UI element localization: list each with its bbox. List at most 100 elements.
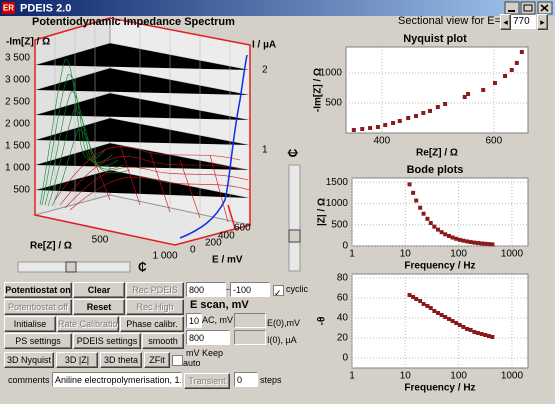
v-scrollbar[interactable]	[288, 164, 301, 272]
y-tick-label: 60	[337, 293, 349, 304]
data-point	[435, 227, 440, 232]
i-tick-label: 2	[262, 65, 268, 76]
plot3d-title: Potentiodynamic Impedance Spectrum	[32, 16, 235, 28]
data-point	[457, 323, 462, 327]
cursor-symbol: ₵	[138, 260, 147, 274]
button[interactable]: 3D theta	[100, 352, 142, 368]
data-point	[475, 241, 480, 246]
e-tick-label: 200	[205, 238, 222, 249]
data-point	[472, 330, 477, 334]
input	[234, 313, 266, 328]
y-tick-label: 1000	[326, 198, 349, 209]
button[interactable]: Clear	[73, 282, 125, 298]
data-point	[443, 102, 448, 107]
x-axis-label: Frequency / Hz	[404, 383, 475, 394]
data-point	[465, 327, 470, 331]
data-point	[462, 94, 467, 99]
data-point	[421, 111, 426, 116]
y-axis-label: |Z| / Ω	[317, 198, 328, 226]
label: E scan, mV	[190, 299, 249, 311]
plot3d-e-label: E / mV	[212, 255, 243, 266]
z-tick-label: 3 000	[5, 75, 30, 86]
input[interactable]: 800	[186, 330, 230, 345]
x-tick-label: 1	[349, 249, 355, 260]
data-point	[411, 190, 416, 195]
data-point	[486, 242, 491, 247]
data-point	[351, 127, 356, 132]
data-point	[360, 126, 365, 131]
y-tick-label: 0	[342, 353, 348, 364]
chart-title: Nyquist plot	[403, 33, 467, 45]
label: AC, mV	[202, 315, 234, 325]
y-tick-label: 1500	[326, 177, 349, 188]
input[interactable]: -100	[230, 282, 270, 297]
data-point	[418, 299, 423, 303]
input[interactable]: Aniline electropolymerisation, 1.6 mV/s	[52, 372, 182, 387]
input[interactable]: 0	[234, 372, 258, 387]
y-tick-label: 1000	[320, 68, 343, 79]
label: comments	[8, 375, 50, 385]
z-tick-label: 2 000	[5, 119, 30, 130]
maximize[interactable]	[520, 1, 536, 15]
data-point	[425, 304, 430, 308]
data-point	[391, 120, 396, 125]
data-point	[432, 224, 437, 229]
x-tick-label: 10	[400, 371, 412, 382]
data-point	[481, 87, 486, 92]
data-point	[475, 331, 480, 335]
data-point	[439, 230, 444, 235]
data-point	[483, 333, 488, 337]
data-point	[418, 205, 423, 210]
i-tick-label: 1	[262, 145, 268, 156]
button[interactable]: 3D |Z|	[56, 352, 98, 368]
z-tick-label: 1 500	[5, 141, 30, 152]
button[interactable]: Phase calibr.	[120, 316, 184, 332]
button[interactable]: ZFit	[144, 352, 170, 368]
sectional-input[interactable]: 770	[510, 14, 536, 29]
data-point	[490, 335, 495, 339]
plot-area	[351, 273, 529, 369]
y-tick-label: 500	[331, 219, 348, 230]
button[interactable]: smooth	[142, 333, 184, 349]
spin-left[interactable]: ◂	[500, 14, 511, 30]
data-point	[439, 313, 444, 317]
data-point	[447, 234, 452, 239]
data-point	[490, 242, 495, 247]
checkbox[interactable]	[172, 355, 183, 366]
input	[234, 330, 266, 345]
e-tick-label: 0	[190, 245, 196, 256]
data-point	[465, 239, 470, 244]
label: auto	[183, 358, 201, 368]
button[interactable]: PDEIS settings	[73, 333, 141, 349]
button[interactable]: PS settings	[4, 333, 72, 349]
button: Rate Calibration	[57, 316, 119, 332]
cursor-symbol-vertical: ₵	[286, 148, 300, 157]
button[interactable]: 3D Nyquist	[4, 352, 54, 368]
z-tick-label: 500	[13, 185, 30, 196]
input[interactable]: 10	[186, 313, 202, 328]
input[interactable]: 800	[186, 282, 226, 297]
button[interactable]: Initialise	[4, 316, 56, 332]
data-point	[383, 123, 388, 128]
checkbox[interactable]: ✓	[273, 285, 284, 296]
h-scrollbar[interactable]	[17, 261, 131, 273]
spin-right[interactable]: ▸	[537, 14, 548, 30]
plot3d-i-label: I / µA	[252, 40, 276, 51]
button[interactable]: Reset	[73, 299, 125, 315]
label: mV Keep	[186, 348, 224, 358]
e-tick-label: 400	[218, 231, 235, 242]
button[interactable]: Potentiostat on	[4, 282, 72, 298]
y-tick-label: 20	[337, 333, 349, 344]
x-tick-label: 1000	[501, 249, 524, 260]
data-point	[472, 240, 477, 245]
window-buttons	[504, 1, 553, 15]
data-point	[435, 311, 440, 315]
data-point	[492, 81, 497, 86]
data-point	[368, 126, 373, 131]
app-icon	[2, 2, 15, 14]
data-point	[397, 118, 402, 123]
label: cyclic	[286, 284, 308, 294]
minimize[interactable]	[504, 1, 520, 15]
